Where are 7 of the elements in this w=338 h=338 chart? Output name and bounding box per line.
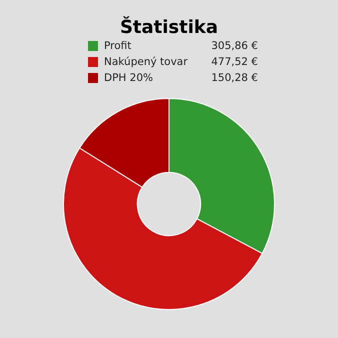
data-label: 150,28 € <box>211 72 258 84</box>
data-label: 477,52 € <box>211 56 258 68</box>
data-label: 305,86 € <box>211 40 258 52</box>
legend-label: Profit <box>104 40 132 52</box>
chart-title: Štatistika <box>118 17 220 38</box>
legend-label: Nakúpený tovar <box>104 56 189 68</box>
legend-label: DPH 20% <box>104 72 154 84</box>
